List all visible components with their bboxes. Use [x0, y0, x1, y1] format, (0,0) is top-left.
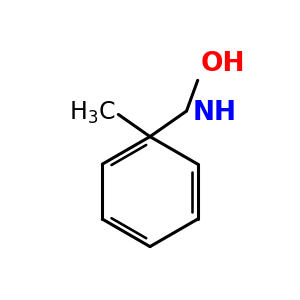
Text: H$_3$C: H$_3$C [69, 100, 116, 126]
Text: OH: OH [201, 51, 245, 77]
Text: NH: NH [193, 100, 236, 125]
